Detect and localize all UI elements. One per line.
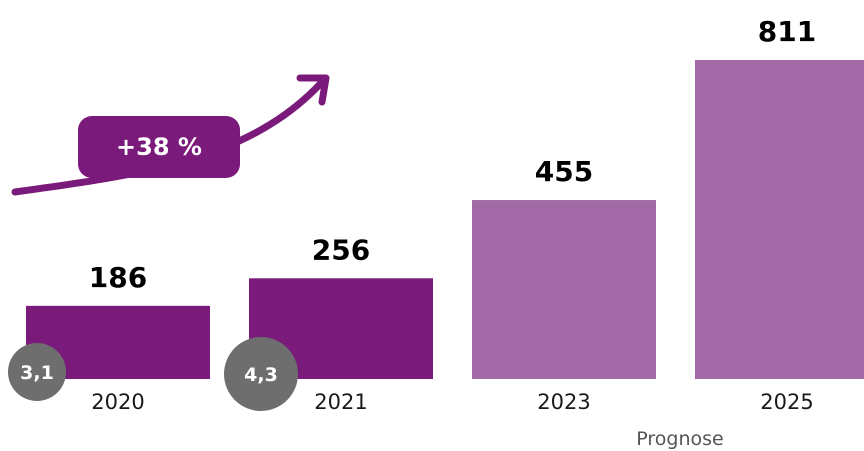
badge-2021-label: 4,3 bbox=[244, 364, 278, 386]
category-label-2021: 2021 bbox=[314, 390, 367, 414]
growth-pill: +38 % bbox=[78, 116, 240, 178]
category-label-2020: 2020 bbox=[91, 390, 144, 414]
growth-pill-label: +38 % bbox=[116, 133, 202, 161]
badge-2020-label: 3,1 bbox=[20, 362, 54, 384]
bar-2025 bbox=[695, 60, 864, 379]
bar-2023 bbox=[472, 200, 656, 379]
growth-pill-background bbox=[78, 116, 240, 178]
growth-arrow-head bbox=[296, 74, 330, 106]
badge-2020-circle bbox=[8, 343, 66, 401]
year-labels-group: 2020 2021 2023 2025 bbox=[91, 390, 813, 414]
value-label-2020: 186 bbox=[89, 261, 147, 294]
badge-2021: 4,3 bbox=[224, 337, 298, 411]
badge-2020: 3,1 bbox=[8, 343, 66, 401]
value-labels-group: 186 256 455 811 bbox=[89, 15, 816, 294]
value-label-2021: 256 bbox=[312, 233, 370, 266]
category-label-2025: 2025 bbox=[760, 390, 813, 414]
forecast-label: Prognose bbox=[636, 428, 723, 450]
bars-group bbox=[26, 60, 864, 379]
badge-2021-circle bbox=[224, 337, 298, 411]
value-label-2023: 455 bbox=[535, 155, 593, 188]
value-label-2025: 811 bbox=[758, 15, 816, 48]
category-label-2023: 2023 bbox=[537, 390, 590, 414]
